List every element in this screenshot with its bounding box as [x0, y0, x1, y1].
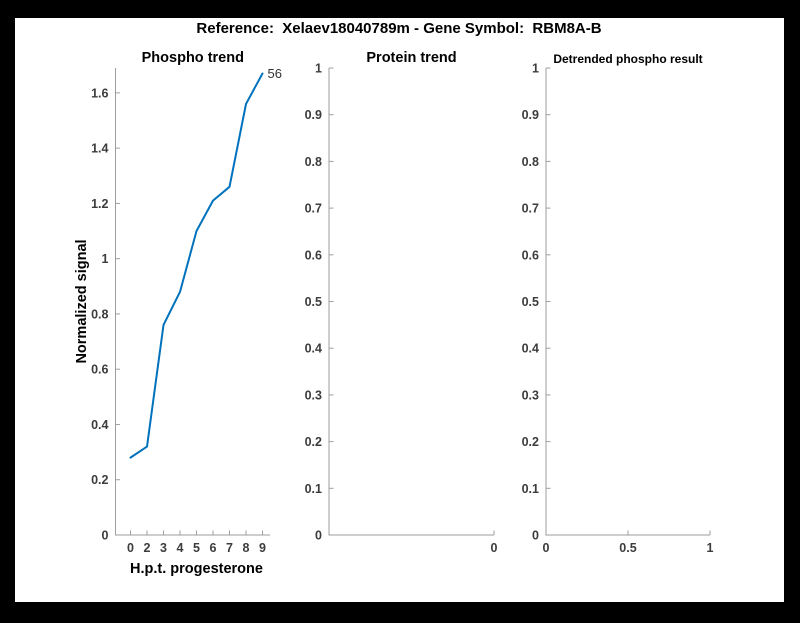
- x-axis-label: H.p.t. progesterone: [130, 561, 263, 577]
- y-tick-label: 1: [315, 62, 322, 76]
- y-tick-label: 0: [532, 529, 539, 543]
- x-tick-label: 1: [707, 541, 714, 555]
- x-tick-label: 2: [144, 541, 151, 555]
- x-tick-label: 7: [226, 541, 233, 555]
- x-tick-label: 3: [160, 541, 167, 555]
- y-tick-label: 0.9: [305, 108, 322, 122]
- y-tick-label: 0.5: [305, 295, 322, 309]
- subplot1-axes: 00.20.40.60.811.21.41.60 2 3 4 5 6 7 8 9: [91, 68, 270, 555]
- y-tick-label: 0.2: [305, 435, 322, 449]
- subplot-detrended-phospho: Detrended phospho result 0 0.1 0.2 0.3 0.4 0.…: [522, 52, 714, 555]
- y-tick-label: 0.4: [522, 342, 539, 356]
- y-tick-label: 1.2: [91, 197, 108, 211]
- y-tick-label: 1: [532, 62, 539, 76]
- subplot2-title: Protein trend: [366, 50, 456, 66]
- y-tick-label: 0.4: [305, 342, 322, 356]
- subplot1-title: Phospho trend: [142, 50, 244, 66]
- x-tick-label: 8: [243, 541, 250, 555]
- y-tick-label: 0.3: [522, 388, 539, 402]
- x-tick-label: 4: [177, 541, 184, 555]
- y-tick-label: 0.4: [91, 418, 108, 432]
- y-tick-label: 0.1: [305, 482, 322, 496]
- y-tick-label: 0.7: [305, 202, 322, 216]
- endpoint-value-label: 56: [268, 66, 282, 81]
- y-tick-label: 0.5: [522, 295, 539, 309]
- y-tick-label: 1: [102, 252, 109, 266]
- x-tick-label: 0.5: [619, 541, 636, 555]
- subplot2-axes: 0 0.1 0.2 0.3 0.4 0.5 0.6 0.7 0.8 0.9 1 0: [305, 62, 498, 556]
- x-tick-label: 6: [210, 541, 217, 555]
- y-tick-label: 1.4: [91, 142, 108, 156]
- y-tick-label: 0.1: [522, 482, 539, 496]
- x-tick-label: 0: [491, 541, 498, 555]
- y-tick-label: 0.6: [91, 363, 108, 377]
- y-tick-label: 0.6: [305, 248, 322, 262]
- y-tick-label: 0.2: [522, 435, 539, 449]
- y-axis-label: Normalized signal: [74, 239, 90, 363]
- subplot-phospho-trend: Phospho trend Normalized signal H.p.t. p…: [74, 50, 282, 577]
- trend-line: [129, 72, 264, 459]
- y-tick-label: 0.9: [522, 108, 539, 122]
- y-tick-label: 0: [102, 529, 109, 543]
- y-tick-label: 0.3: [305, 388, 322, 402]
- y-tick-label: 0.8: [522, 155, 539, 169]
- figure-background: [15, 18, 784, 602]
- x-tick-label: 0: [543, 541, 550, 555]
- y-tick-label: 0.2: [91, 473, 108, 487]
- x-tick-label: 9: [259, 541, 266, 555]
- y-tick-label: 0.7: [522, 202, 539, 216]
- subplot-protein-trend: Protein trend 00.10.20.30.40.50.60.70.80…: [305, 50, 498, 555]
- figure-title: Reference: Xelaev18040789m - Gene Symbol…: [196, 20, 601, 37]
- y-tick-label: 0.8: [305, 155, 322, 169]
- subplot3-axes: 0 0.1 0.2 0.3 0.4 0.5 0.6 0.7 0.8 0.9 1 0 0.5 1: [522, 62, 714, 556]
- x-tick-label: 0: [127, 541, 134, 555]
- y-tick-label: 0: [315, 529, 322, 543]
- y-tick-label: 0.8: [91, 307, 108, 321]
- subplot3-title: Detrended phospho result: [553, 52, 702, 66]
- y-tick-label: 0.6: [522, 248, 539, 262]
- x-tick-label: 5: [193, 541, 200, 555]
- y-tick-label: 1.6: [91, 86, 108, 100]
